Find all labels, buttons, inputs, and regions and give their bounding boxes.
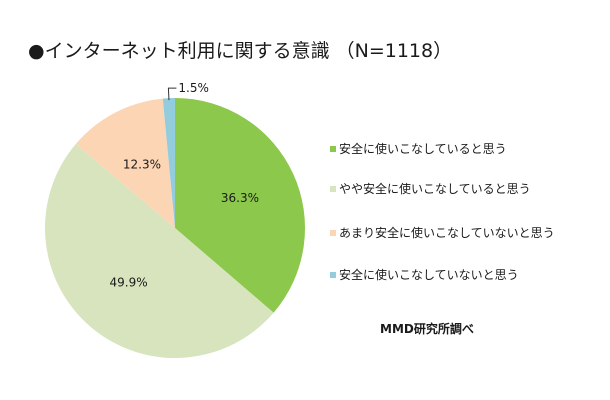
leader-line bbox=[167, 87, 177, 101]
pie-slice-not-very-safe bbox=[75, 98, 175, 229]
legend-item-safe: 安全に使いこなしていると思う bbox=[330, 140, 507, 157]
legend-label: 安全に使いこなしていると思う bbox=[339, 142, 507, 156]
pie-slice-not-safe bbox=[162, 98, 175, 228]
slice-label-not-very-safe: 12.3% bbox=[123, 158, 161, 172]
legend-swatch bbox=[330, 185, 336, 192]
chart-title: ●インターネット利用に関する意識 （N=1118） bbox=[28, 40, 453, 62]
source-label: MMD研究所調べ bbox=[380, 322, 474, 336]
legend-label: やや安全に使いこなしていると思う bbox=[339, 182, 531, 196]
pie-slice-safe bbox=[175, 98, 305, 313]
slice-label-safe: 36.3% bbox=[221, 191, 259, 205]
legend-swatch bbox=[330, 271, 336, 278]
pie-slice-somewhat-safe bbox=[45, 143, 274, 358]
legend-item-not-very-safe: あまり安全に使いこなしていないと思う bbox=[330, 224, 555, 241]
legend-label: 安全に使いこなしていないと思う bbox=[339, 268, 519, 282]
legend-item-not-safe: 安全に使いこなしていないと思う bbox=[330, 266, 519, 283]
slice-label-somewhat-safe: 49.9% bbox=[110, 275, 148, 289]
legend-swatch bbox=[330, 229, 336, 236]
source-note: MMD研究所調べ bbox=[380, 320, 474, 337]
legend-label: あまり安全に使いこなしていないと思う bbox=[339, 226, 555, 240]
legend-item-somewhat-safe: やや安全に使いこなしていると思う bbox=[330, 180, 531, 197]
legend-swatch bbox=[330, 145, 336, 152]
slice-label-not-safe: 1.5% bbox=[178, 81, 209, 95]
